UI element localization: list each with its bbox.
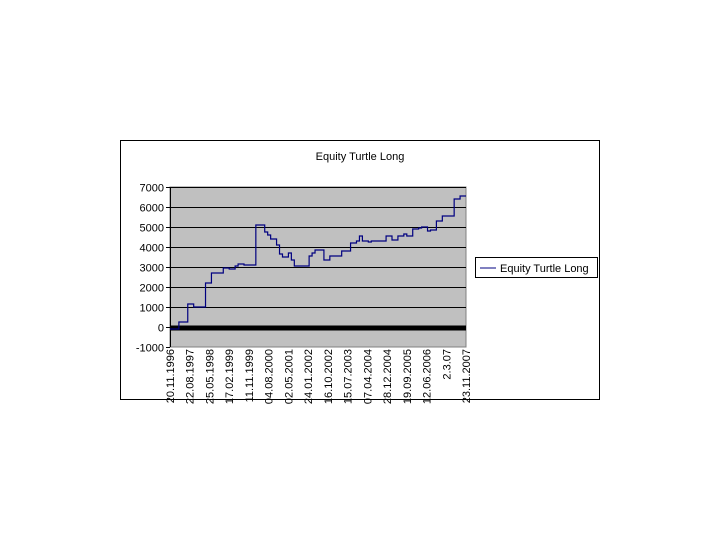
y-tick-label: 7000: [140, 183, 164, 195]
y-tick-label: 0: [158, 323, 164, 335]
series-line: [170, 195, 466, 330]
y-tick-label: 6000: [140, 203, 164, 215]
y-tick-label: 2000: [140, 283, 164, 295]
y-tick-label: -1000: [136, 343, 164, 355]
y-tick-label: 4000: [140, 243, 164, 255]
x-tick-label: 20.11.1996: [165, 349, 177, 403]
x-tick-label: 24.01.2002: [303, 349, 315, 404]
x-tick-label: 2.3.07: [441, 349, 453, 380]
x-tick-label: 25.05.1998: [204, 349, 216, 404]
gridlines: [170, 187, 466, 308]
x-tick-label: 11.11.1999: [244, 349, 256, 402]
y-tick-label: 3000: [140, 263, 164, 275]
y-axis: -1000 0 1000 2000 3000 4000 5000 6000 7000: [136, 183, 171, 355]
x-tick-label: 22.08.1997: [185, 349, 197, 404]
x-axis: 20.11.1996 22.08.1997 25.05.1998 17.02.1999…: [165, 325, 473, 404]
x-tick-label: 19.09.2005: [402, 349, 414, 404]
x-tick-label: 07.04.2004: [362, 349, 374, 404]
legend-box: [475, 257, 598, 278]
x-tick-label: 04.08.2000: [264, 349, 276, 404]
series-layer: [170, 195, 466, 330]
x-tick-label: 28.12.2004: [382, 349, 394, 404]
x-tick-label: 15.07.2003: [343, 349, 355, 404]
y-tick-label: 5000: [140, 223, 164, 235]
x-tick-label: 16.10.2002: [323, 349, 335, 404]
y-tick-label: 1000: [140, 303, 164, 315]
legend: Equity Turtle Long: [475, 257, 598, 278]
legend-label: Equity Turtle Long: [500, 263, 589, 275]
x-tick-label: 17.02.1999: [224, 349, 236, 404]
x-tick-label: 23.11.2007: [461, 349, 473, 403]
x-tick-label: 12.06.2006: [422, 349, 434, 404]
x-tick-label: 02.05.2001: [283, 349, 295, 404]
chart-title: Equity Turtle Long: [316, 151, 405, 163]
